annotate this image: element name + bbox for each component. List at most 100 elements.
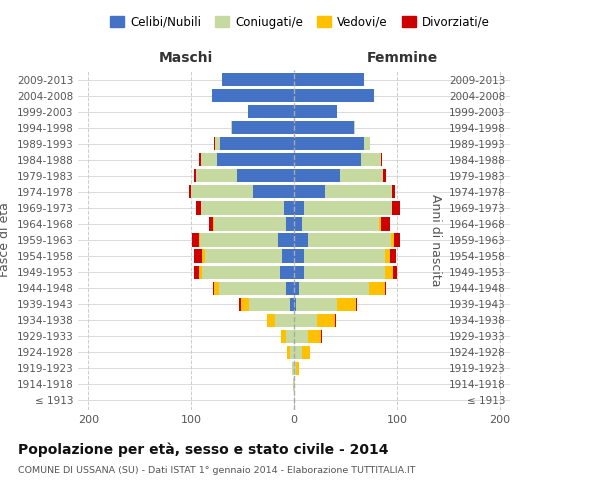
Legend: Celibi/Nubili, Coniugati/e, Vedovi/e, Divorziati/e: Celibi/Nubili, Coniugati/e, Vedovi/e, Di… bbox=[105, 11, 495, 34]
Bar bbox=[391, 234, 394, 246]
Bar bbox=[286, 218, 294, 230]
Bar bbox=[191, 186, 253, 198]
Bar bbox=[294, 378, 295, 391]
Bar bbox=[267, 314, 275, 327]
Bar bbox=[294, 346, 302, 359]
Bar bbox=[217, 153, 294, 166]
Bar bbox=[189, 186, 191, 198]
Bar bbox=[294, 298, 296, 310]
Bar bbox=[392, 202, 400, 214]
Bar bbox=[304, 266, 385, 278]
Bar bbox=[290, 298, 294, 310]
Bar bbox=[280, 266, 294, 278]
Bar bbox=[385, 266, 393, 278]
Bar bbox=[383, 170, 386, 182]
Bar bbox=[249, 298, 290, 310]
Bar bbox=[364, 137, 370, 150]
Bar bbox=[209, 218, 213, 230]
Bar bbox=[214, 137, 215, 150]
Bar bbox=[296, 298, 337, 310]
Bar bbox=[304, 202, 392, 214]
Bar bbox=[248, 105, 294, 118]
Bar bbox=[202, 153, 217, 166]
Bar bbox=[308, 234, 391, 246]
Bar bbox=[294, 121, 353, 134]
Bar bbox=[379, 218, 382, 230]
Bar bbox=[302, 218, 379, 230]
Bar bbox=[205, 250, 281, 262]
Bar bbox=[294, 137, 364, 150]
Bar bbox=[294, 105, 337, 118]
Bar bbox=[356, 298, 357, 310]
Bar bbox=[287, 346, 290, 359]
Bar bbox=[290, 346, 294, 359]
Bar bbox=[294, 186, 325, 198]
Bar bbox=[192, 234, 199, 246]
Bar bbox=[337, 298, 356, 310]
Bar bbox=[294, 234, 308, 246]
Bar bbox=[321, 330, 322, 343]
Bar bbox=[214, 218, 286, 230]
Bar bbox=[294, 250, 304, 262]
Y-axis label: Fasce di età: Fasce di età bbox=[0, 202, 11, 278]
Bar bbox=[196, 170, 238, 182]
Bar bbox=[286, 282, 294, 294]
Bar bbox=[196, 202, 202, 214]
Bar bbox=[238, 170, 294, 182]
Bar bbox=[286, 330, 294, 343]
Bar bbox=[294, 170, 340, 182]
Bar bbox=[194, 250, 202, 262]
Bar bbox=[294, 202, 304, 214]
Bar bbox=[281, 250, 294, 262]
Bar bbox=[302, 346, 310, 359]
Bar bbox=[294, 218, 302, 230]
Bar bbox=[199, 153, 202, 166]
Bar bbox=[212, 89, 294, 102]
Bar bbox=[278, 234, 294, 246]
Bar bbox=[213, 282, 214, 294]
Bar bbox=[241, 298, 249, 310]
Bar bbox=[389, 250, 396, 262]
Bar bbox=[385, 250, 389, 262]
Bar bbox=[215, 137, 220, 150]
Bar bbox=[213, 218, 214, 230]
Bar bbox=[292, 362, 294, 375]
Bar bbox=[220, 137, 294, 150]
Bar bbox=[382, 218, 389, 230]
Bar bbox=[284, 202, 294, 214]
Bar bbox=[394, 234, 400, 246]
Bar bbox=[299, 282, 369, 294]
Bar bbox=[202, 202, 284, 214]
Bar bbox=[200, 234, 278, 246]
Bar bbox=[194, 266, 199, 278]
Bar bbox=[294, 330, 308, 343]
Bar bbox=[239, 298, 241, 310]
Bar bbox=[275, 314, 294, 327]
Bar bbox=[294, 266, 304, 278]
Bar bbox=[219, 282, 286, 294]
Bar bbox=[304, 250, 385, 262]
Bar bbox=[353, 121, 355, 134]
Bar bbox=[340, 170, 383, 182]
Bar bbox=[202, 266, 280, 278]
Bar bbox=[294, 314, 317, 327]
Bar bbox=[293, 378, 294, 391]
Bar bbox=[392, 186, 395, 198]
Bar bbox=[317, 314, 335, 327]
Bar bbox=[369, 282, 385, 294]
Bar bbox=[232, 121, 294, 134]
Bar bbox=[294, 89, 374, 102]
Bar bbox=[231, 121, 232, 134]
Bar bbox=[294, 282, 299, 294]
Text: COMUNE DI USSANA (SU) - Dati ISTAT 1° gennaio 2014 - Elaborazione TUTTITALIA.IT: COMUNE DI USSANA (SU) - Dati ISTAT 1° ge… bbox=[18, 466, 415, 475]
Bar bbox=[296, 362, 299, 375]
Bar bbox=[202, 250, 205, 262]
Bar bbox=[214, 282, 219, 294]
Bar bbox=[325, 186, 392, 198]
Bar bbox=[281, 330, 286, 343]
Bar bbox=[294, 73, 364, 86]
Text: Maschi: Maschi bbox=[159, 51, 213, 65]
Bar bbox=[393, 266, 397, 278]
Text: Popolazione per età, sesso e stato civile - 2014: Popolazione per età, sesso e stato civil… bbox=[18, 442, 389, 457]
Bar bbox=[199, 266, 202, 278]
